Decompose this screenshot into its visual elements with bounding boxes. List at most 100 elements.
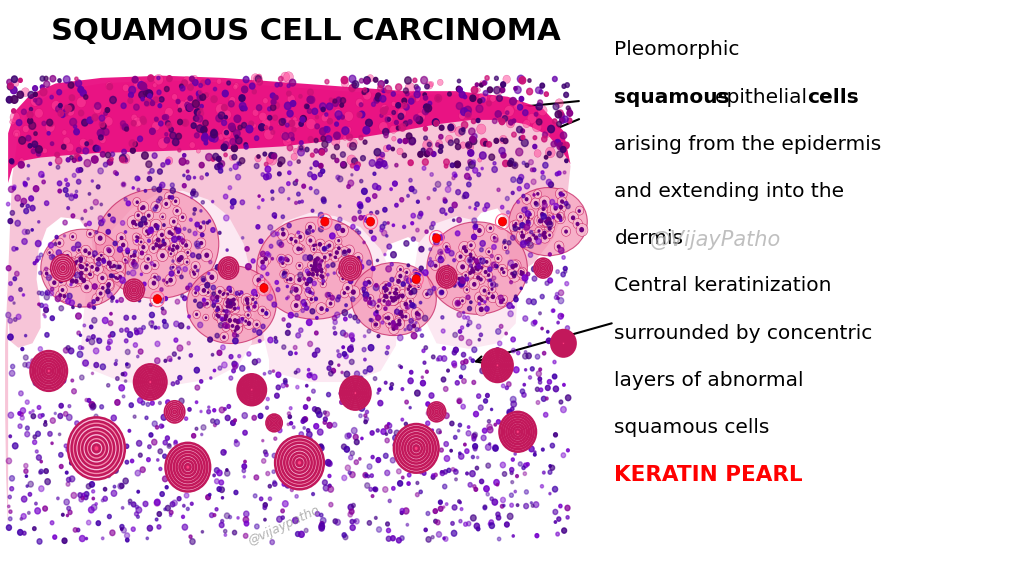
Circle shape [383,222,386,225]
Circle shape [373,194,377,198]
Circle shape [318,445,321,448]
Circle shape [341,259,344,262]
Circle shape [443,537,447,541]
Circle shape [230,205,233,209]
Circle shape [223,317,227,321]
Circle shape [44,420,46,423]
Circle shape [164,228,175,238]
Circle shape [221,520,223,523]
Circle shape [433,445,437,449]
Circle shape [445,276,447,278]
Circle shape [526,463,529,466]
Circle shape [479,333,482,336]
Circle shape [134,211,142,220]
Circle shape [412,275,420,283]
Circle shape [233,318,238,323]
Circle shape [365,474,368,476]
Circle shape [123,372,127,376]
Circle shape [329,502,333,507]
Circle shape [16,120,22,126]
Circle shape [540,83,545,88]
Circle shape [240,366,245,372]
Circle shape [217,487,221,491]
Circle shape [231,154,237,160]
Circle shape [424,346,428,350]
Circle shape [44,469,48,473]
Ellipse shape [96,189,219,298]
Circle shape [311,389,315,393]
Circle shape [396,266,403,273]
Circle shape [473,432,477,437]
Circle shape [77,255,84,263]
Circle shape [370,160,376,166]
Circle shape [383,294,388,298]
Circle shape [34,92,37,97]
Circle shape [543,218,551,228]
Circle shape [47,369,50,373]
Circle shape [228,266,237,275]
Circle shape [425,84,429,89]
Circle shape [431,475,435,479]
Circle shape [287,423,290,426]
Circle shape [399,124,406,131]
Circle shape [553,386,558,392]
Circle shape [288,161,292,166]
Circle shape [500,135,507,144]
Circle shape [315,408,321,414]
Circle shape [200,162,204,168]
Circle shape [214,468,219,473]
Circle shape [195,222,200,227]
Circle shape [523,384,525,386]
Circle shape [331,253,339,262]
Circle shape [133,283,137,288]
Circle shape [45,122,55,132]
Circle shape [402,312,410,321]
Circle shape [182,119,188,126]
Circle shape [384,307,387,310]
Circle shape [338,271,342,274]
Circle shape [144,255,152,263]
Circle shape [151,325,153,328]
Circle shape [218,290,222,294]
Circle shape [103,256,116,270]
Circle shape [225,415,230,420]
Circle shape [257,358,260,363]
Circle shape [157,511,162,516]
Circle shape [389,288,399,299]
Circle shape [106,263,115,271]
Circle shape [402,153,407,158]
Circle shape [162,215,164,218]
Circle shape [566,106,570,110]
Circle shape [494,86,503,95]
Circle shape [319,150,325,155]
Circle shape [333,519,338,524]
Circle shape [344,381,367,406]
Circle shape [537,238,542,244]
Circle shape [170,264,177,271]
Circle shape [540,265,546,271]
Circle shape [256,105,262,111]
Circle shape [170,267,172,270]
Circle shape [90,207,93,209]
Circle shape [168,229,176,238]
Circle shape [92,471,94,473]
Circle shape [106,229,111,234]
Circle shape [516,430,519,433]
Circle shape [135,239,139,242]
Circle shape [283,269,289,276]
Circle shape [72,445,75,449]
Circle shape [9,159,13,164]
Circle shape [421,108,426,113]
Circle shape [490,497,494,501]
Circle shape [204,93,210,99]
Circle shape [377,305,380,308]
Circle shape [63,137,71,145]
Circle shape [243,77,249,83]
Circle shape [468,271,472,275]
Circle shape [86,270,94,279]
Circle shape [461,280,464,283]
Circle shape [483,486,489,492]
Circle shape [81,265,84,269]
Circle shape [377,527,382,532]
Circle shape [189,76,195,81]
